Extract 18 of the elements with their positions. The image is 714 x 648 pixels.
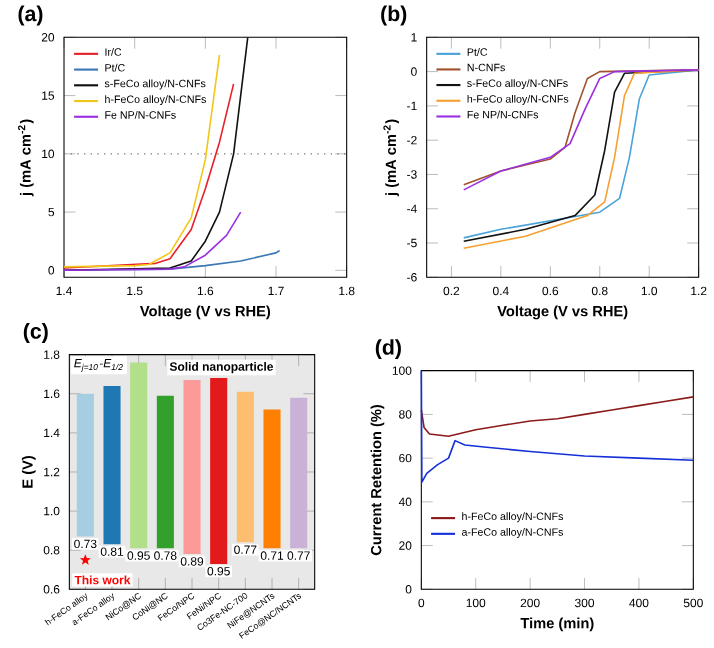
bar	[156, 395, 174, 549]
bar	[183, 380, 201, 555]
line-series	[63, 54, 221, 268]
chart-title: (d)	[375, 339, 401, 360]
bar	[290, 397, 308, 549]
line-series	[63, 83, 235, 269]
chart-title: (a)	[18, 5, 43, 26]
bar	[236, 391, 254, 543]
line-series	[420, 369, 695, 483]
bar	[130, 362, 148, 549]
bar	[76, 393, 94, 537]
chart-title: (c)	[23, 322, 48, 343]
bar	[263, 409, 281, 549]
line-series	[420, 396, 695, 438]
line-series	[63, 211, 242, 272]
chart-title: (b)	[381, 5, 407, 26]
bar	[103, 385, 121, 545]
bar	[210, 378, 228, 564]
